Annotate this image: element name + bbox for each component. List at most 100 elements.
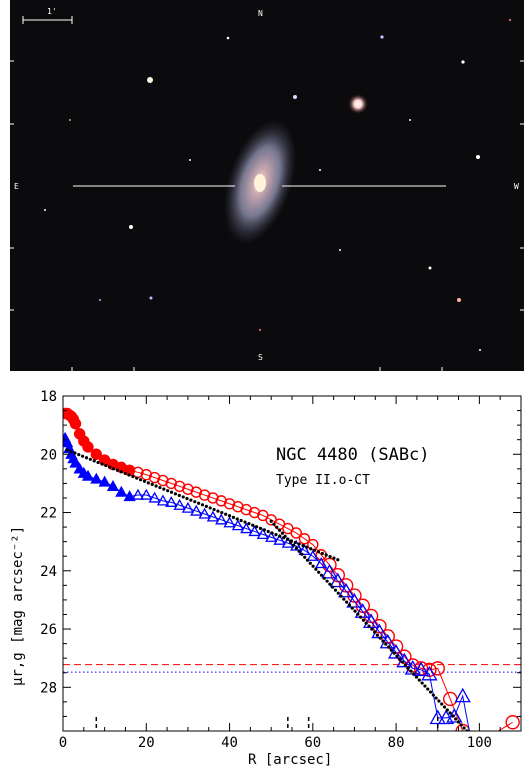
outer-fit-point — [361, 618, 366, 622]
outer-fit-point — [426, 687, 430, 691]
outer-fit-point — [356, 612, 360, 616]
outer-fit-point — [378, 636, 382, 640]
outer-fit-point — [319, 573, 324, 577]
inner-fit-point — [193, 500, 197, 504]
r-band-point — [430, 661, 445, 676]
outer-fit-point — [308, 561, 312, 565]
inner-fit-point — [216, 509, 220, 513]
inner-fit-point — [73, 451, 77, 455]
outer-fit-point — [395, 654, 399, 658]
scale-label: 1' — [47, 7, 57, 16]
inner-fit-point — [309, 547, 313, 551]
inner-fit-point — [297, 542, 301, 546]
y-axis-label: μr,g [mag arcsec⁻²] — [10, 526, 26, 686]
inner-fit-point — [123, 471, 127, 476]
outer-fit-point — [420, 681, 424, 685]
chart-title: NGC 4480 (SABc) — [276, 445, 430, 465]
inner-fit-point — [235, 517, 239, 521]
outer-fit-point — [311, 564, 315, 568]
g-band-point — [148, 491, 161, 503]
compass-south: S — [258, 353, 263, 362]
outer-fit-point — [297, 549, 301, 553]
g-band-point — [387, 644, 405, 659]
outer-fit-point — [303, 555, 307, 559]
inner-fit-point — [243, 520, 247, 524]
inner-fit-point — [108, 465, 112, 469]
plot-area: 0 20 40 60 80 100 18 20 22 24 26 28 — [40, 389, 521, 751]
outer-fit-point — [417, 678, 421, 682]
outer-fit-point — [317, 570, 321, 574]
outer-fit-point — [359, 615, 363, 619]
inner-fit-point — [81, 454, 85, 458]
g-band-point — [346, 593, 363, 608]
outer-fit-point — [398, 657, 402, 661]
y-tick-label: 26 — [40, 622, 57, 638]
outer-fit-point — [412, 672, 416, 676]
frame-ticks — [10, 60, 524, 371]
inner-fit-point — [169, 490, 174, 494]
inner-fit-point — [84, 456, 89, 460]
x-axis-label: R [arcsec] — [248, 752, 332, 768]
g-band-point — [181, 501, 195, 513]
outer-fit-point — [333, 588, 338, 592]
outer-fit-point — [353, 609, 357, 613]
outer-fit-point — [336, 591, 340, 595]
inner-fit-point — [220, 511, 224, 515]
inner-fit-point — [173, 492, 178, 496]
inner-fit-point — [320, 551, 324, 556]
g-band-point — [231, 519, 244, 531]
compass-north: N — [258, 9, 263, 18]
g-band-point — [315, 557, 328, 569]
inner-fit-point — [231, 515, 236, 519]
y-tick-label: 24 — [40, 564, 57, 580]
g-band-line — [64, 438, 470, 731]
g-band-point — [140, 488, 153, 500]
outer-fit-point — [462, 726, 466, 730]
inner-fit-point — [332, 556, 336, 560]
inner-fit-point — [146, 481, 150, 485]
g-band-point — [165, 495, 178, 507]
outer-fit-point — [300, 552, 304, 556]
outer-fit-point — [445, 708, 449, 712]
x-tick-label: 40 — [221, 735, 238, 751]
outer-fit-point — [414, 675, 419, 679]
inner-fit-point — [336, 558, 340, 562]
outer-fit-point — [280, 531, 284, 535]
r-band-point — [69, 417, 82, 430]
inner-fit-point — [96, 460, 100, 465]
outer-fit-point — [269, 519, 273, 523]
g-band-point — [421, 665, 438, 681]
axes: 0 20 40 60 80 100 18 20 22 24 26 28 — [40, 389, 521, 751]
g-band-point — [298, 544, 311, 556]
bright-star — [348, 94, 368, 114]
g-band-point — [429, 709, 446, 725]
outer-fit-point — [381, 639, 385, 643]
outer-fit-point — [403, 663, 407, 667]
outer-fit-point — [423, 684, 427, 688]
g-band-point — [354, 603, 371, 618]
g-band-point — [98, 475, 111, 487]
inner-fit-point — [247, 522, 251, 526]
inner-fit-point — [69, 449, 73, 454]
inner-fit-point — [115, 468, 120, 472]
inner-fit-point — [92, 459, 96, 463]
g-band-point — [265, 530, 278, 542]
scale-bar: 1' — [22, 7, 73, 24]
x-tick-label: 100 — [467, 735, 492, 751]
inner-fit-point — [142, 479, 147, 483]
g-band-point — [256, 528, 269, 540]
inner-fit-point — [313, 548, 317, 552]
y-tick-label: 18 — [40, 389, 57, 405]
inner-fit-point — [100, 462, 104, 466]
inner-fit-point — [185, 496, 189, 501]
g-band-point — [123, 490, 136, 502]
inner-fit-point — [65, 448, 69, 452]
inner-fit-point — [204, 504, 208, 508]
outer-fit-point — [392, 651, 396, 655]
inner-fit-point — [166, 489, 170, 493]
r-band-point — [307, 538, 319, 551]
g-band-point — [215, 513, 228, 525]
inner-fit-point — [274, 533, 278, 537]
outer-fit-point — [373, 630, 377, 634]
g-band-point — [446, 708, 463, 723]
